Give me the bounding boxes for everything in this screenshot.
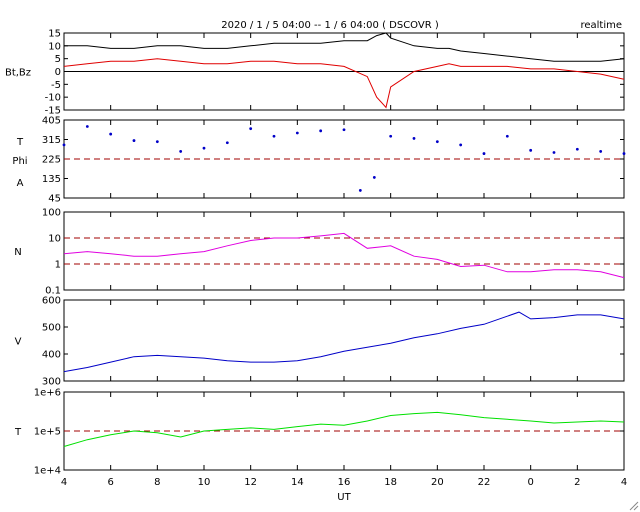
phi-point <box>529 148 533 152</box>
y-tick-label: 0 <box>55 67 61 78</box>
phi-point <box>372 176 376 179</box>
phi-point <box>179 150 183 153</box>
y-tick-label: 10 <box>48 234 61 245</box>
panel-density: 100 10 1 0.1 N <box>14 208 625 297</box>
y-tick-label: 1 <box>55 260 61 271</box>
phi-point <box>342 128 346 132</box>
x-tick-label: 18 <box>384 477 397 488</box>
phi-point <box>599 150 603 153</box>
phi-point <box>552 151 556 154</box>
phi-point <box>389 134 393 138</box>
phi-point <box>459 143 463 147</box>
y-tick-label: 5 <box>55 54 61 65</box>
phi-point <box>132 139 136 142</box>
phi-point <box>62 143 66 147</box>
series-bt-line <box>64 32 625 62</box>
x-tick-label: 0 <box>527 477 533 488</box>
chart-panels: 151050-5-10-15Bt,Bz40531522513545TPhiA10… <box>5 29 626 477</box>
density-line <box>63 232 625 279</box>
y-tick-label: 600 <box>42 296 61 307</box>
phi-point <box>155 140 159 144</box>
phi-point <box>85 125 89 128</box>
phi-point <box>435 140 439 144</box>
x-tick-label: 14 <box>291 477 304 488</box>
panel-frame <box>63 299 625 382</box>
y-tick-label: -10 <box>45 93 61 104</box>
panel-speed: 600 500 400 300 V <box>15 296 625 388</box>
y-axis-label: Phi <box>12 156 27 167</box>
phi-point <box>622 152 626 155</box>
x-axis: 4 6 8 10 12 14 16 18 20 22 0 2 4 <box>61 477 627 488</box>
y-tick-label: 135 <box>42 174 61 185</box>
y-axis-label: T <box>16 137 24 148</box>
y-tick-label: 300 <box>42 377 61 388</box>
x-tick-label: 6 <box>107 477 113 488</box>
phi-point <box>225 141 229 145</box>
phi-point <box>575 147 579 151</box>
realtime-label: realtime <box>580 20 622 31</box>
phi-point <box>249 127 253 131</box>
x-tick-label: 12 <box>244 477 257 488</box>
panel-temperature: 1e+6 1e+5 1e+4 T <box>14 388 625 477</box>
y-tick-label: 315 <box>42 135 61 146</box>
series-bz-line <box>63 58 625 109</box>
phi-point <box>109 132 113 136</box>
speed-line <box>63 311 625 373</box>
phi-point <box>295 131 299 135</box>
y-tick-label: 225 <box>42 155 61 166</box>
y-axis-label: T <box>14 427 22 438</box>
x-tick-label: 20 <box>431 477 444 488</box>
phi-point <box>272 134 276 138</box>
x-tick-label: 10 <box>198 477 211 488</box>
x-tick-label: 16 <box>338 477 351 488</box>
panel-frame <box>63 211 625 291</box>
phi-point <box>412 137 416 140</box>
y-axis-label: Bt,Bz <box>5 68 31 79</box>
x-tick-label: 4 <box>61 477 67 488</box>
y-axis-label: V <box>15 337 22 348</box>
y-tick-label: 400 <box>42 350 61 361</box>
y-tick-label: -5 <box>51 80 61 91</box>
temperature-line <box>63 411 625 447</box>
y-tick-label: 1e+6 <box>34 388 61 399</box>
panel-phi-angle: 405 315 225 135 45 T Phi A <box>12 116 626 205</box>
phi-point <box>505 134 509 138</box>
y-axis-label: A <box>17 178 24 189</box>
x-axis-label: UT <box>337 492 351 503</box>
chart-title: 2020 / 1 / 5 04:00 -- 1 / 6 04:00 ( DSCO… <box>221 20 439 31</box>
y-tick-label: 10 <box>48 41 61 52</box>
x-tick-label: 4 <box>621 477 627 488</box>
y-tick-label: 45 <box>48 194 61 205</box>
resize-grip-icon[interactable] <box>627 499 639 511</box>
y-tick-label: 500 <box>42 323 61 334</box>
phi-point <box>202 146 206 150</box>
y-tick-label: 1e+4 <box>34 466 61 477</box>
phi-point <box>482 152 486 155</box>
y-tick-label: 1e+5 <box>34 427 61 438</box>
y-tick-label: 0.1 <box>45 286 61 297</box>
phi-point <box>319 129 323 133</box>
x-tick-label: 22 <box>478 477 491 488</box>
y-axis-label: N <box>14 247 21 258</box>
y-tick-label: 405 <box>42 116 61 127</box>
phi-point <box>358 189 362 192</box>
y-tick-label: 100 <box>42 208 61 219</box>
y-tick-label: -15 <box>45 106 61 117</box>
x-tick-label: 8 <box>154 477 160 488</box>
x-tick-label: 2 <box>574 477 580 488</box>
y-tick-label: 15 <box>48 29 61 40</box>
